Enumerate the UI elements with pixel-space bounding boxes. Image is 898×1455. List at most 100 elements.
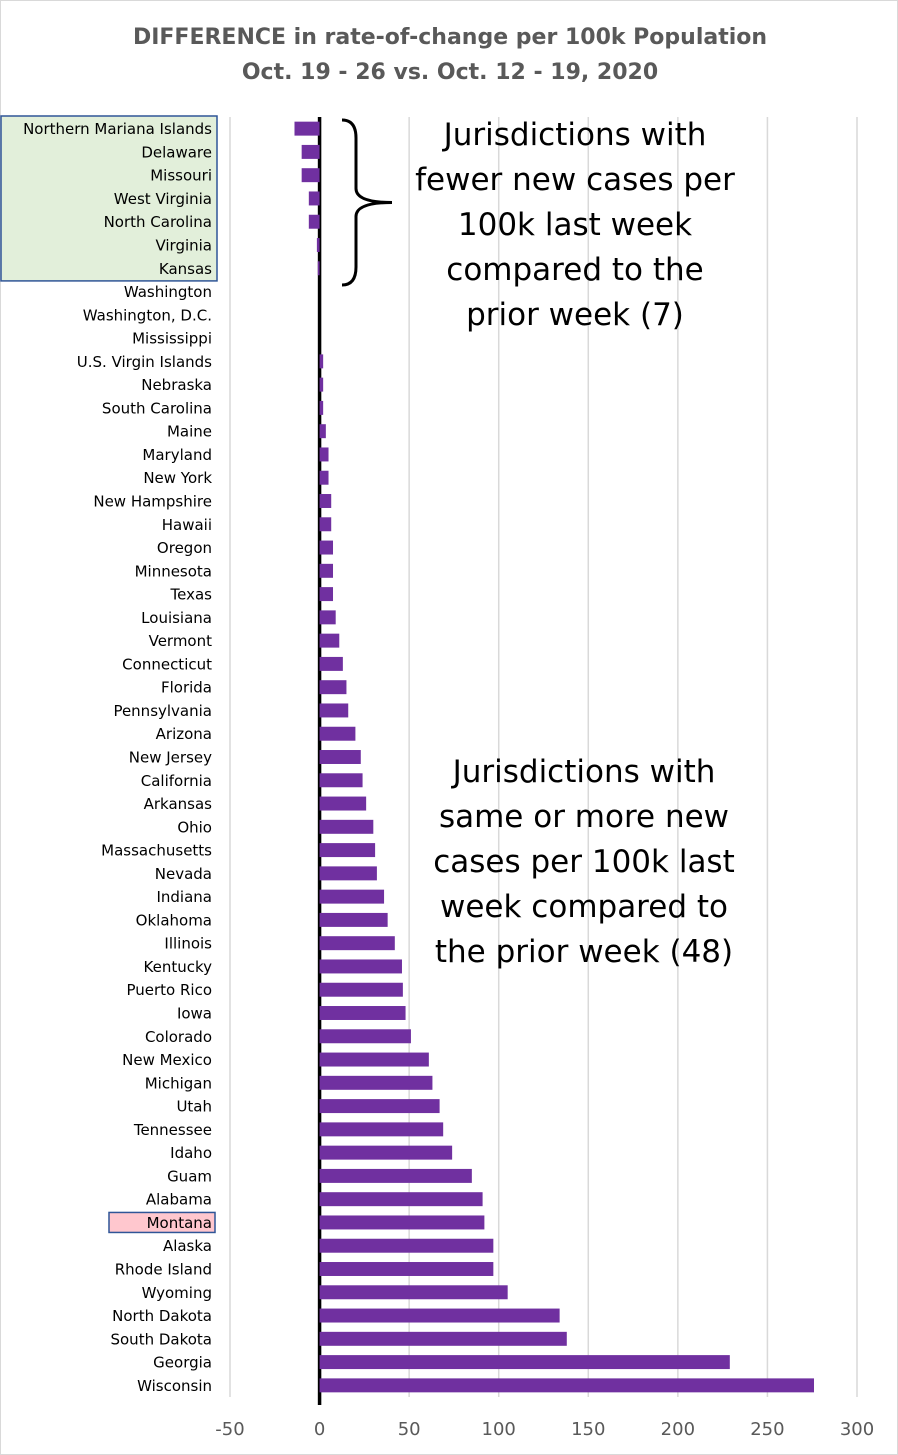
category-label: North Dakota [112,1307,212,1325]
category-label: Arizona [156,725,212,743]
category-label: South Dakota [110,1330,212,1348]
bar [319,1215,485,1230]
category-label: Montana [147,1214,212,1232]
category-label: Kentucky [144,958,213,976]
bar [319,1331,567,1346]
category-label: Kansas [159,260,212,278]
bar [319,377,324,392]
category-label: Washington [124,283,212,301]
category-label: Louisiana [141,609,212,627]
bar [319,1355,730,1370]
bar [319,866,377,881]
category-label: Hawaii [162,516,212,534]
annotation-more-line: cases per 100k last [433,844,735,880]
category-label: Missouri [150,167,212,185]
bar [319,889,385,904]
category-labels: Northern Mariana Islands Delaware Missouri… [23,120,212,1395]
category-label: Puerto Rico [126,981,212,999]
bar [319,1168,472,1183]
category-label: Illinois [164,935,212,953]
annotation-fewer-line: 100k last week [458,207,692,243]
bar [319,400,324,415]
bar [319,1378,815,1393]
category-label: Northern Mariana Islands [23,120,212,138]
montana-highlight [108,1211,216,1234]
category-label: Idaho [170,1144,212,1162]
highlight-layer [0,115,218,1234]
x-tick-label: 200 [661,1419,695,1440]
bar [319,470,329,485]
x-tick-label: 300 [840,1419,874,1440]
bars [294,121,815,1393]
bar [319,750,361,764]
category-label: Ohio [177,818,212,836]
bar [319,1238,494,1253]
bar [319,1075,433,1090]
chart-title: DIFFERENCE in rate-of-change per 100k Po… [133,25,767,50]
bar [319,843,376,858]
bar [319,1122,444,1137]
bar [319,354,324,369]
bar [319,1099,440,1114]
category-label: New Jersey [129,749,212,767]
category-label: Florida [161,679,212,697]
category-label: Nevada [155,865,212,883]
category-label: Wisconsin [137,1377,212,1395]
bar [301,168,320,183]
annotation-more-line: same or more new [439,799,729,835]
x-tick-label: 150 [571,1419,605,1440]
category-label: Virginia [155,237,212,255]
brace-path [341,118,393,287]
bar [308,214,320,229]
x-tick-label: -50 [215,1419,244,1440]
category-label: Mississippi [132,330,212,348]
annotations: Jurisdictions with fewer new cases per 100… [415,117,735,970]
bar [319,1052,429,1067]
bar [319,726,356,741]
category-label: Pennsylvania [113,702,212,720]
bar [319,936,395,951]
annotation-more-line: the prior week (48) [435,934,733,970]
category-label: Wyoming [142,1284,212,1302]
annotation-fewer-line: compared to the [446,252,703,288]
category-label: Arkansas [144,795,213,813]
bar [319,1285,508,1300]
category-label: Iowa [177,1005,212,1023]
category-label: New Hampshire [93,493,212,511]
bar [319,563,334,578]
x-tick-label: 0 [314,1419,325,1440]
bar [319,959,402,974]
category-label: Maryland [142,446,212,464]
bar [319,819,374,834]
bar [319,1145,453,1160]
bar [319,587,334,602]
bar [319,1006,406,1020]
bar [319,1262,494,1276]
bar [319,773,363,788]
category-label: Rhode Island [115,1261,212,1279]
category-label: California [141,772,212,790]
category-label: Alabama [146,1191,212,1209]
category-label: Vermont [149,632,213,650]
x-tick-label: 250 [750,1419,784,1440]
annotation-fewer-line: fewer new cases per [415,162,735,198]
annotation-fewer-line: Jurisdictions with [442,117,707,153]
chart-subtitle: Oct. 19 - 26 vs. Oct. 12 - 19, 2020 [242,60,658,85]
category-label: Michigan [145,1074,212,1092]
fewer-group-highlight [0,115,218,282]
category-label: U.S. Virgin Islands [77,353,212,371]
bar [317,261,320,276]
category-label: North Carolina [104,213,212,231]
category-label: Tennessee [133,1121,212,1139]
annotation-fewer-line: prior week (7) [466,297,684,333]
bar [301,144,320,159]
bar [319,982,403,997]
category-label: New York [143,469,212,487]
category-label: Oregon [157,539,212,557]
x-tick-label: 100 [482,1419,516,1440]
category-label: New Mexico [122,1051,212,1069]
category-label: Utah [176,1098,212,1116]
bar [319,447,329,462]
bar [319,517,332,532]
